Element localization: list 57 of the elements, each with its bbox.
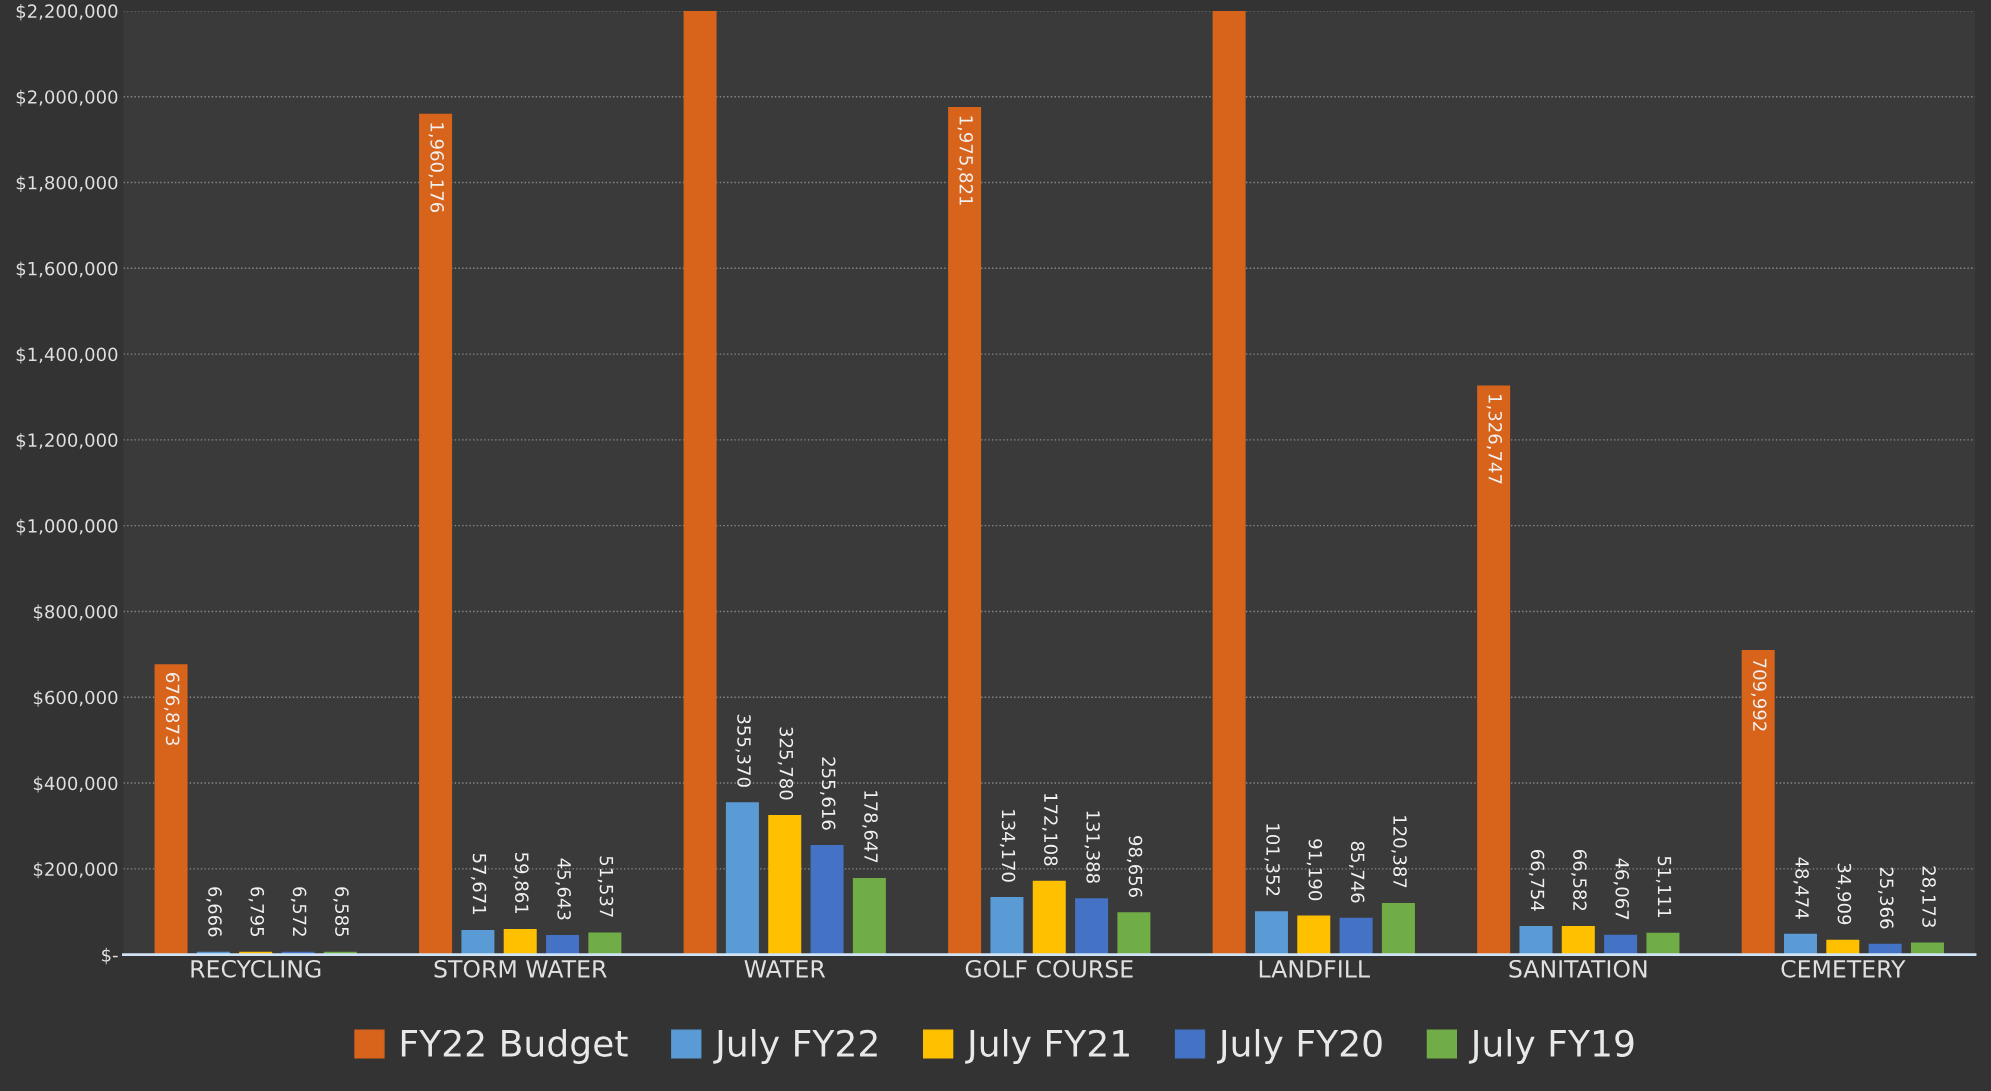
data-label: 255,616: [819, 757, 836, 830]
y-tick-label: $600,000: [33, 690, 118, 707]
data-label: 51,537: [597, 856, 614, 917]
y-tick-label: $-: [102, 947, 118, 965]
x-tick-label: SANITATION: [1509, 959, 1647, 978]
x-tick-label: CEMETERY: [1781, 959, 1906, 978]
data-label: 25,366: [1878, 867, 1894, 929]
y-tick-label: $1,800,000: [16, 175, 118, 193]
data-label: 6,585: [333, 887, 349, 937]
data-label: 355,370: [735, 714, 751, 787]
data-label: 131,388: [1084, 811, 1100, 883]
data-label: 1,975,821: [957, 116, 974, 205]
x-tick-label: STORM WATER: [434, 959, 607, 978]
x-tick-label: GOLF COURSE: [965, 959, 1133, 978]
data-label: 676,873: [163, 673, 180, 746]
y-tick-label: $2,200,000: [16, 4, 118, 21]
data-label: 325,780: [777, 727, 794, 800]
data-label: 34,909: [1835, 863, 1852, 925]
y-tick-label: $400,000: [33, 776, 118, 793]
data-label: 48,474: [1793, 857, 1809, 919]
y-tick-label: $1,400,000: [16, 347, 118, 364]
legend-label: FY22 Budget: [401, 1029, 628, 1064]
y-tick-label: $1,000,000: [16, 518, 118, 536]
legend-label: July FY20: [1217, 1029, 1382, 1064]
data-label: 46,067: [1613, 858, 1630, 920]
y-tick-label: $200,000: [33, 861, 118, 879]
y-tick-label: $1,600,000: [16, 261, 118, 278]
y-tick-label: $1,200,000: [16, 433, 118, 450]
data-label: 91,190: [1306, 839, 1323, 901]
data-label: 66,754: [1528, 849, 1545, 911]
data-label: 101,352: [1264, 824, 1280, 896]
data-label: 178,647: [862, 791, 878, 863]
data-label: 120,387: [1391, 816, 1407, 888]
data-label: 45,643: [555, 858, 571, 920]
data-label: 28,173: [1920, 866, 1936, 927]
data-label: 51,111: [1655, 856, 1672, 917]
x-tick-label: RECYCLING: [191, 959, 321, 978]
data-label: 57,671: [470, 853, 487, 915]
data-label: 85,746: [1349, 841, 1365, 903]
data-label: 6,666: [206, 887, 222, 937]
legend-label: July FY19: [1468, 1029, 1634, 1064]
data-label: 66,582: [1571, 849, 1587, 911]
data-label: 172,108: [1042, 793, 1058, 866]
x-tick-label: WATER: [744, 960, 826, 978]
data-label: 98,656: [1126, 836, 1143, 898]
legend-label: July FY22: [713, 1029, 877, 1064]
data-label: 1,326,747: [1486, 395, 1503, 484]
data-label: 59,861: [513, 853, 529, 914]
data-label: 134,170: [999, 810, 1016, 882]
data-label: 709,992: [1751, 659, 1767, 731]
data-label: 1,960,176: [428, 123, 444, 213]
legend-label: July FY21: [965, 1029, 1129, 1064]
data-label: 6,572: [290, 887, 307, 936]
data-label: 6,795: [248, 887, 265, 936]
x-tick-label: LANDFILL: [1259, 960, 1370, 978]
y-tick-label: $2,000,000: [16, 89, 118, 107]
y-tick-label: $800,000: [33, 604, 118, 621]
